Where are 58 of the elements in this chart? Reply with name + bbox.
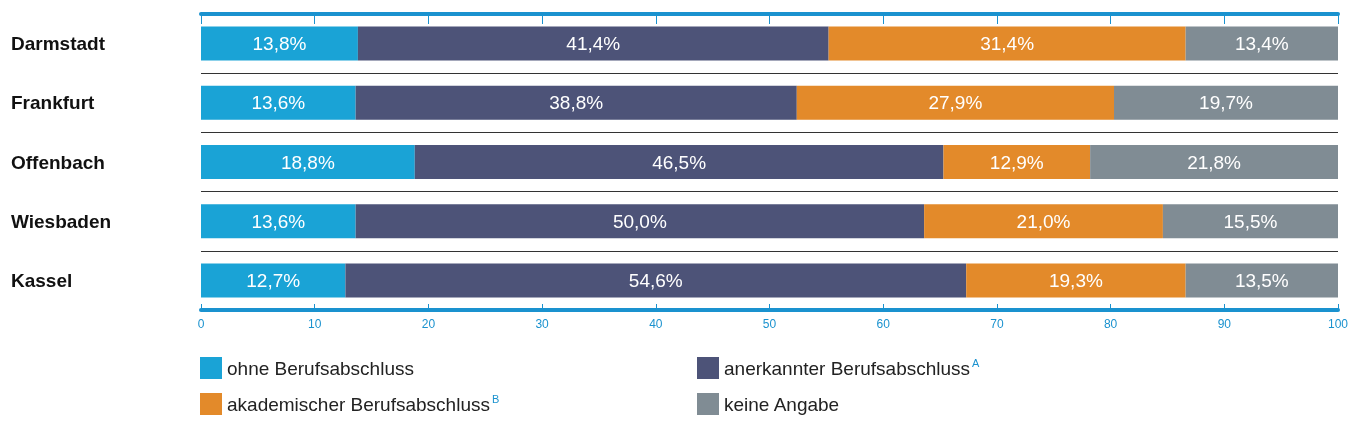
data-label: 15,5% [1223, 210, 1278, 232]
bar [924, 204, 1163, 239]
x-tick-label: 90 [1217, 317, 1232, 331]
data-label: 31,4% [980, 33, 1035, 55]
data-label: 13,6% [251, 210, 306, 232]
data-label: 13,4% [1234, 33, 1289, 55]
data-label: 19,7% [1199, 92, 1254, 114]
data-label: 12,7% [246, 269, 301, 291]
x-tick-label: 20 [421, 317, 436, 331]
y-tick-label: Offenbach [11, 151, 105, 173]
x-tick-label: 40 [649, 317, 663, 331]
bar [345, 263, 967, 298]
bar [201, 145, 415, 179]
x-tick-label: 60 [876, 317, 891, 331]
bar [355, 85, 797, 120]
bar [1185, 263, 1338, 298]
x-tick-label: 30 [535, 317, 550, 331]
data-label: 46,5% [652, 151, 707, 173]
bar [201, 204, 356, 239]
data-label: 41,4% [566, 33, 621, 55]
data-label: 19,3% [1048, 269, 1103, 291]
x-tick-label: 10 [308, 317, 322, 331]
data-label: 12,9% [989, 151, 1044, 173]
legend-label: ohne Berufsabschluss [227, 357, 414, 379]
bar [414, 145, 944, 179]
x-tick-label: 80 [1103, 317, 1118, 331]
bar [355, 204, 925, 239]
bar [1185, 26, 1338, 61]
bar [1090, 145, 1338, 179]
x-tick-label: 0 [197, 317, 205, 331]
data-label: 13,6% [251, 92, 306, 114]
y-tick-label: Frankfurt [11, 92, 96, 114]
bar [1114, 85, 1338, 120]
x-tick-label: 50 [762, 317, 777, 331]
bar [201, 85, 356, 120]
bar [828, 26, 1186, 61]
bar [357, 26, 829, 61]
data-label: 21,0% [1016, 210, 1071, 232]
legend-label: keine Angabe [724, 393, 840, 415]
data-label: 13,5% [1234, 269, 1289, 291]
data-label: 13,8% [252, 33, 307, 55]
y-tick-label: Kassel [11, 269, 73, 291]
y-tick-label: Darmstadt [11, 33, 106, 55]
bar [796, 85, 1115, 120]
bar [1162, 204, 1338, 239]
data-label: 18,8% [280, 151, 335, 173]
bar [201, 26, 358, 61]
data-label: 50,0% [612, 210, 667, 232]
data-label: 54,6% [628, 269, 683, 291]
bar [201, 263, 346, 298]
data-label: 21,8% [1187, 151, 1242, 173]
bar [966, 263, 1186, 298]
data-label: 38,8% [549, 92, 604, 114]
data-label: 27,9% [928, 92, 983, 114]
y-tick-label: Wiesbaden [11, 210, 112, 232]
x-tick-label: 100 [1327, 317, 1349, 331]
x-tick-label: 70 [990, 317, 1004, 331]
bar [943, 145, 1091, 179]
